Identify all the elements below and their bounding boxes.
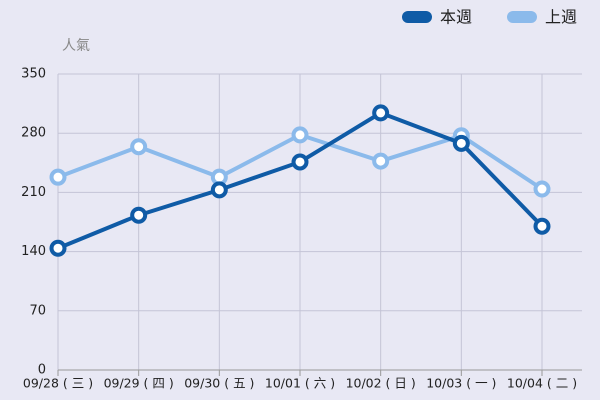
legend-label: 上週 [545, 8, 577, 27]
legend-swatch [507, 11, 537, 23]
x-tick-label: 10/03 ( 一 ) [426, 376, 496, 391]
data-point [533, 180, 551, 198]
y-tick-label: 280 [21, 126, 46, 141]
data-point [452, 134, 470, 152]
x-tick-label: 09/30 ( 五 ) [184, 376, 254, 391]
data-point [130, 206, 148, 224]
y-tick-label: 0 [38, 363, 46, 378]
x-tick-label: 10/04 ( 二 ) [507, 376, 577, 391]
x-tick-label: 10/01 ( 六 ) [265, 376, 335, 391]
data-point [372, 104, 390, 122]
x-tick-label: 09/29 ( 四 ) [104, 376, 174, 391]
legend-swatch [402, 11, 432, 23]
y-axis-label: 人氣 [62, 38, 90, 54]
x-tick-label: 09/28 ( 三 ) [23, 376, 93, 391]
data-point [372, 152, 390, 170]
y-tick-label: 70 [29, 303, 46, 318]
data-point [130, 138, 148, 156]
legend-label: 本週 [440, 8, 472, 27]
data-point [49, 239, 67, 257]
x-tick-label: 10/02 ( 日 ) [346, 376, 416, 391]
data-point [210, 181, 228, 199]
y-tick-label: 140 [21, 244, 46, 259]
y-tick-label: 210 [21, 185, 46, 200]
data-point [49, 168, 67, 186]
y-tick-label: 350 [21, 67, 46, 82]
data-point [533, 217, 551, 235]
data-point [291, 153, 309, 171]
data-point [291, 126, 309, 144]
